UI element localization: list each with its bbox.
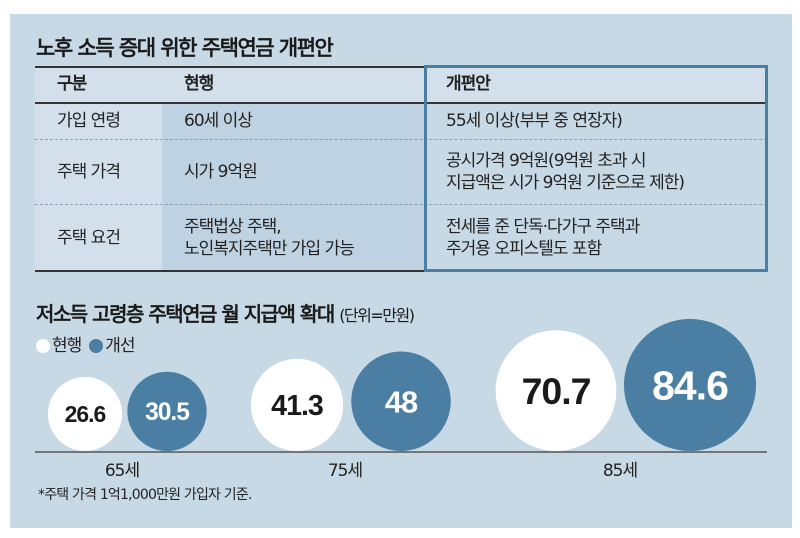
top-rule — [35, 66, 425, 68]
row-current: 주택법상 주택, 노인복지주택만 가입 가능 — [162, 205, 424, 270]
row-reform: 공시가격 9억원(9억원 초과 시 지급액은 시가 9억원 기준으로 제한) — [424, 140, 767, 204]
row-current: 60세 이상 — [162, 103, 424, 139]
legend-dot-blue — [89, 339, 104, 353]
bubble-value-label: 48 — [385, 384, 418, 419]
cell-line: 55세 이상(부부 중 연장자) — [446, 111, 623, 131]
legend: 현행 개선 — [36, 331, 136, 356]
row-current: 시가 9억원 — [162, 140, 424, 204]
bottom-rule — [35, 270, 767, 272]
chart-title: 저소득 고령층 주택연금 월 지급액 확대 (단위=만원) — [36, 298, 415, 327]
header-reform: 개편안 — [446, 74, 491, 94]
bubble-current — [47, 376, 123, 451]
bubble-value-label: 41.3 — [271, 390, 323, 422]
header-row-bg — [35, 66, 767, 102]
reform-highlight-box — [424, 65, 768, 272]
bubble-value-label: 30.5 — [145, 399, 189, 426]
reform-table: 구분 현행 개편안 가입 연령 60세 이상 55세 이상(부부 중 연장자) … — [35, 65, 768, 272]
footnote: *주택 가격 1억1,000만원 가입자 기준. — [38, 487, 252, 503]
category-column-bg — [35, 102, 162, 271]
bubble-current — [495, 330, 617, 451]
bubble-improved — [623, 318, 757, 452]
header-current: 현행 — [184, 74, 214, 94]
row-divider — [35, 139, 767, 140]
legend-item-current: 현행 — [36, 331, 82, 356]
row-reform: 55세 이상(부부 중 연장자) — [424, 103, 767, 139]
cell-line: 노인복지주택만 가입 가능 — [184, 238, 355, 259]
current-column-bg — [162, 102, 424, 271]
bubble-value-label: 84.6 — [652, 363, 728, 409]
legend-label: 개선 — [105, 336, 135, 356]
row-category: 가입 연령 — [57, 111, 121, 131]
cell-line: 공시가격 9억원(9억원 초과 시 — [446, 151, 647, 171]
cell-line: 전세를 준 단독·다가구 주택과 — [446, 216, 640, 237]
bubble-value-label: 26.6 — [65, 401, 106, 427]
category-label: 65세 — [105, 461, 139, 481]
bubble-improved — [127, 371, 207, 452]
cell-line: 60세 이상 — [184, 111, 253, 131]
cell-line: 시가 9억원 — [184, 162, 258, 182]
legend-dot-white — [36, 339, 50, 353]
cell-line: 지급액은 시가 9억원 기준으로 제한) — [446, 173, 685, 193]
cell-line: 주거용 오피스텔도 포함 — [446, 238, 602, 259]
row-category: 주택 요건 — [57, 227, 121, 248]
legend-item-improved: 개선 — [89, 331, 136, 356]
header-rule — [35, 102, 767, 104]
legend-label: 현행 — [52, 336, 82, 356]
chart-title-text: 저소득 고령층 주택연금 월 지급액 확대 — [36, 302, 335, 326]
row-divider — [35, 204, 767, 205]
bubble-improved — [351, 351, 451, 451]
bubble-current — [250, 358, 344, 451]
row-category: 주택 가격 — [57, 162, 121, 182]
bubble-value-label: 70.7 — [522, 370, 591, 412]
header-category: 구분 — [57, 74, 87, 94]
main-title: 노후 소득 증대 위한 주택연금 개편안 — [36, 36, 334, 60]
category-label: 75세 — [328, 461, 362, 481]
row-reform: 전세를 준 단독·다가구 주택과 주거용 오피스텔도 포함 — [424, 205, 767, 270]
cell-line: 주택법상 주택, — [184, 216, 282, 237]
chart-unit: (단위=만원) — [339, 306, 415, 325]
category-label: 85세 — [603, 461, 637, 481]
